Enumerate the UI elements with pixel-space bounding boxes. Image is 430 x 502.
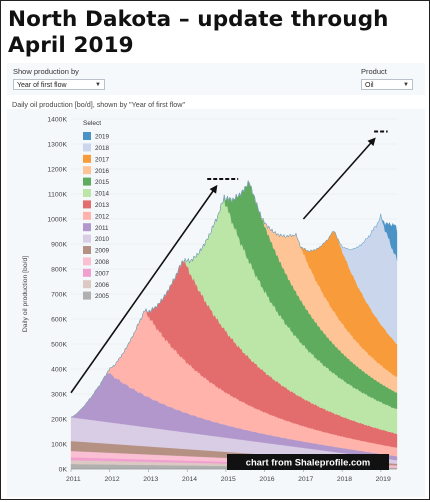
chart-title: Daily oil production [bo/d], shown by "Y… — [12, 100, 186, 109]
x-tick-label: 2012 — [104, 476, 119, 483]
x-tick-label: 2014 — [182, 476, 197, 483]
controls-bar: Show production by Year of first flow ▼ … — [7, 63, 425, 95]
x-tick-label: 2018 — [337, 476, 352, 483]
legend-title: Select — [83, 120, 101, 127]
trend-arrow-2 — [302, 137, 376, 220]
trend-arrow-1 — [70, 184, 218, 394]
y-tick-label: 500K — [51, 342, 67, 349]
legend-swatch-2012 — [83, 211, 91, 220]
source-credit: chart from Shaleprofile.com — [227, 454, 389, 470]
y-tick-label: 0K — [59, 467, 68, 474]
legend-swatch-2018 — [83, 143, 91, 152]
group-by-value: Year of first flow — [17, 82, 67, 89]
y-tick-label: 1300K — [47, 142, 67, 149]
source-credit-box — [227, 454, 389, 470]
chevron-down-icon: ▼ — [403, 82, 409, 88]
x-tick-label: 2019 — [376, 476, 391, 483]
legend-swatch-2010 — [83, 234, 91, 243]
legend-swatch-2008 — [83, 257, 91, 266]
legend-swatch-2017 — [83, 154, 91, 163]
x-tick-label: 2013 — [143, 476, 158, 483]
x-tick-label: 2017 — [298, 476, 313, 483]
y-axis-label: Daily oil production [bo/d] — [22, 256, 29, 332]
legend-swatch-2014 — [83, 189, 91, 197]
legend-label-2014: 2014 — [95, 191, 110, 198]
y-tick-label: 200K — [51, 417, 67, 424]
legend-swatch-2006 — [83, 280, 91, 289]
production-chart: 0K 100K 200K 300K 400K 500K 600K 700K 800K 900K 10… — [7, 109, 425, 497]
legend-label-2008: 2008 — [95, 259, 110, 266]
y-tick-label: 300K — [51, 392, 67, 399]
x-tick-label: 2015 — [221, 476, 236, 483]
y-tick-label: 700K — [51, 292, 67, 299]
y-tick-label: 900K — [51, 242, 67, 249]
legend-swatch-2007 — [83, 268, 91, 277]
group-by-label: Show production by — [13, 67, 79, 76]
legend-label-2011: 2011 — [95, 225, 109, 232]
legend-label-2010: 2010 — [95, 236, 110, 243]
y-tick-label: 600K — [51, 317, 67, 324]
legend-label-2007: 2007 — [95, 270, 110, 277]
chevron-down-icon: ▼ — [95, 82, 101, 88]
area-series-2019 — [70, 180, 398, 418]
legend-swatch-2016 — [83, 166, 91, 175]
legend-label-2013: 2013 — [95, 202, 110, 209]
legend-swatch-2011 — [83, 223, 91, 232]
source-credit-text: chart from Shaleprofile.com — [246, 457, 371, 468]
y-tick-label: 1000K — [47, 217, 67, 224]
legend-swatch-2009 — [83, 246, 91, 254]
y-tick-label: 800K — [51, 267, 67, 274]
legend-swatch-2015 — [83, 177, 91, 186]
product-select[interactable]: Oil ▼ — [361, 79, 413, 90]
page-headline: North Dakota – update through April 2019 — [8, 7, 389, 58]
group-by-select[interactable]: Year of first flow ▼ — [13, 79, 105, 90]
legend-label-2016: 2016 — [95, 168, 110, 175]
x-tick-label: 2011 — [66, 476, 81, 483]
legend-swatch-2019 — [83, 132, 91, 140]
legend-swatch-2005 — [83, 291, 91, 300]
x-tick-label: 2016 — [259, 476, 274, 483]
y-tick-label: 400K — [51, 367, 67, 374]
product-value: Oil — [365, 82, 374, 89]
legend-label-2015: 2015 — [95, 179, 110, 186]
legend-label-2019: 2019 — [95, 134, 110, 141]
y-tick-label: 1400K — [47, 117, 67, 124]
legend-label-2005: 2005 — [95, 293, 110, 300]
legend-label-2009: 2009 — [95, 248, 110, 255]
legend-label-2017: 2017 — [95, 156, 110, 163]
legend-label-2018: 2018 — [95, 145, 110, 152]
legend-label-2012: 2012 — [95, 213, 110, 220]
y-tick-label: 1200K — [47, 167, 67, 174]
chart-svg: 0K 100K 200K 300K 400K 500K 600K 700K 800K 900K 10… — [22, 117, 398, 483]
y-tick-label: 1100K — [48, 192, 68, 199]
legend-swatch-2013 — [83, 200, 91, 209]
product-label: Product — [361, 67, 387, 76]
legend-label-2006: 2006 — [95, 282, 110, 289]
y-tick-label: 100K — [51, 442, 67, 449]
